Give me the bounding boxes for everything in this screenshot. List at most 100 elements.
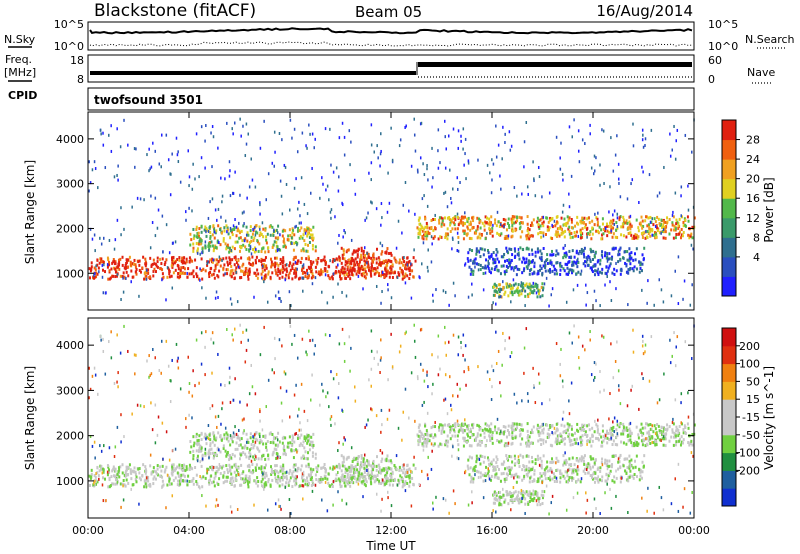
power-cell <box>484 266 487 270</box>
power-cell <box>437 149 439 153</box>
velocity-cell <box>312 432 315 436</box>
velocity-cell <box>395 467 398 471</box>
velocity-cell <box>579 443 582 447</box>
power-cell <box>625 235 628 239</box>
velocity-cell <box>400 468 403 472</box>
power-cell <box>209 258 212 262</box>
velocity-cell <box>654 439 657 443</box>
power-cell <box>329 259 331 263</box>
power-cell <box>496 250 499 254</box>
power-cell <box>614 235 617 239</box>
power-cell <box>607 266 610 270</box>
velocity-cell <box>242 470 245 474</box>
colorbar-segment <box>722 139 736 160</box>
velocity-cell <box>423 434 426 438</box>
velocity-cell <box>317 478 320 482</box>
velocity-cell <box>113 467 116 471</box>
power-cell <box>681 215 684 219</box>
power-cell <box>97 186 99 190</box>
velocity-cell <box>559 472 562 476</box>
power-cell <box>462 229 465 233</box>
power-cell <box>93 275 96 279</box>
power-cell <box>425 221 428 225</box>
power-cell <box>181 261 184 265</box>
power-cell <box>238 266 241 270</box>
power-cell <box>479 219 482 223</box>
velocity-cell <box>510 492 513 496</box>
velocity-cell <box>446 444 449 448</box>
power-cell <box>422 162 424 166</box>
power-cell <box>671 221 674 225</box>
power-cell <box>281 275 284 279</box>
velocity-cell <box>386 471 389 475</box>
power-cell <box>265 264 268 268</box>
power-cell <box>310 262 313 266</box>
power-cell <box>633 236 636 240</box>
power-cell <box>230 302 233 306</box>
power-cell <box>233 256 236 260</box>
velocity-cell <box>568 423 571 427</box>
power-cell <box>245 233 248 237</box>
velocity-cell <box>391 483 394 487</box>
power-cell <box>314 249 317 253</box>
power-cell <box>662 227 665 231</box>
power-cell <box>309 260 312 264</box>
velocity-cell <box>492 468 495 472</box>
power-cell <box>494 221 497 225</box>
velocity-cell <box>592 457 595 461</box>
power-cell <box>620 269 623 273</box>
velocity-cell <box>642 438 645 442</box>
velocity-cell <box>272 450 275 454</box>
power-cell <box>293 186 296 190</box>
power-cell <box>682 297 684 301</box>
power-cell <box>690 243 693 247</box>
power-cell <box>586 291 589 295</box>
velocity-cell <box>673 431 676 435</box>
power-cell <box>225 247 228 251</box>
velocity-cell <box>611 443 614 447</box>
power-cell <box>172 262 175 266</box>
power-cell <box>570 226 573 230</box>
power-cell <box>306 275 309 279</box>
power-cell <box>533 271 536 275</box>
power-cell <box>239 193 241 197</box>
power-cell <box>229 169 231 173</box>
power-cell <box>552 253 555 257</box>
power-cell <box>600 228 603 232</box>
power-cell <box>309 132 311 136</box>
power-cell <box>674 269 677 273</box>
power-cell <box>616 212 619 216</box>
power-cell <box>138 268 141 272</box>
velocity-cell <box>490 462 493 466</box>
power-cell <box>608 257 611 261</box>
velocity-cell <box>127 473 130 477</box>
power-cell <box>149 246 152 250</box>
power-cell <box>514 229 517 233</box>
velocity-cell <box>493 468 496 472</box>
power-cell <box>285 273 288 277</box>
velocity-cell <box>437 444 440 448</box>
power-cell <box>503 252 506 256</box>
velocity-cell <box>562 454 565 458</box>
velocity-cell <box>506 457 509 461</box>
power-cell <box>607 257 610 261</box>
velocity-cell <box>500 462 503 466</box>
power-cell <box>320 268 323 272</box>
velocity-cell <box>657 434 660 438</box>
power-cell <box>609 262 612 266</box>
velocity-cell <box>424 422 427 426</box>
power-cell <box>537 166 540 170</box>
power-cell <box>519 225 522 229</box>
velocity-cell <box>651 436 654 440</box>
velocity-cell <box>231 465 234 469</box>
power-cell <box>391 263 394 267</box>
velocity-cell <box>196 454 199 458</box>
power-cell <box>508 226 511 230</box>
power-cell <box>613 267 616 271</box>
power-cell <box>379 152 382 156</box>
velocity-cell <box>640 422 643 426</box>
power-cell <box>499 287 502 291</box>
power-cell <box>674 157 677 161</box>
velocity-cell <box>112 482 115 486</box>
power-cell <box>370 143 373 147</box>
